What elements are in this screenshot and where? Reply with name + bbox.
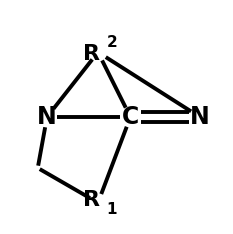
Text: R: R: [82, 44, 99, 64]
Text: N: N: [37, 105, 57, 129]
Text: C: C: [122, 105, 139, 129]
Text: R: R: [82, 190, 99, 210]
Text: 2: 2: [106, 35, 117, 50]
Text: N: N: [190, 105, 210, 129]
Text: 1: 1: [107, 202, 117, 217]
